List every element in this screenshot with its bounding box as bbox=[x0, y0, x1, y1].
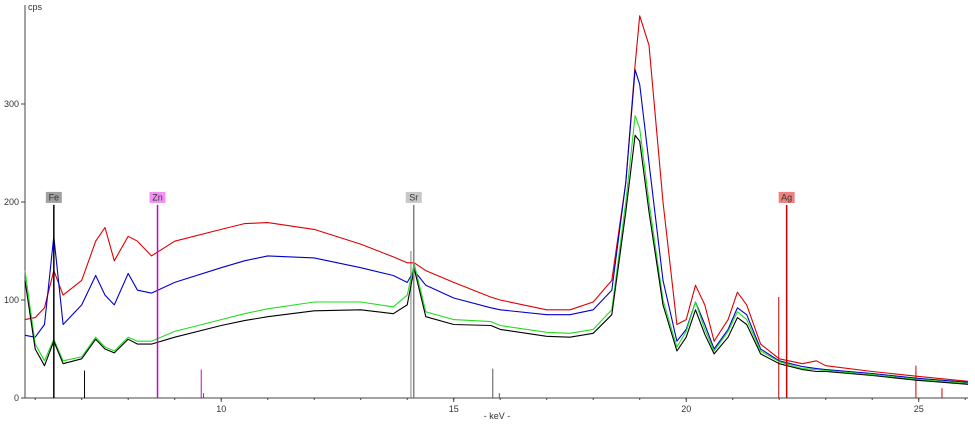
x-tick-label: 10 bbox=[216, 404, 226, 414]
x-axis-label: - keV - bbox=[484, 411, 511, 421]
y-tick-label: 200 bbox=[4, 197, 19, 207]
spectrum-line bbox=[24, 15, 969, 382]
x-tick-label: 15 bbox=[449, 404, 459, 414]
element-tag bbox=[149, 191, 166, 203]
y-axis-label: cps bbox=[28, 2, 43, 12]
element-label: Sr bbox=[409, 192, 418, 202]
element-tag bbox=[405, 191, 422, 203]
spectrum-line bbox=[24, 69, 969, 383]
element-label: Ag bbox=[781, 192, 792, 202]
y-tick-label: 300 bbox=[4, 99, 19, 109]
y-tick-label: 0 bbox=[14, 393, 19, 403]
spectrum-line bbox=[24, 134, 969, 385]
element-tag bbox=[778, 191, 795, 203]
spectrum-line bbox=[24, 115, 969, 384]
y-tick-label: 100 bbox=[4, 295, 19, 305]
element-label: Fe bbox=[49, 192, 60, 202]
x-tick-label: 20 bbox=[681, 404, 691, 414]
element-label: Zn bbox=[152, 192, 163, 202]
element-tag bbox=[45, 191, 62, 203]
x-tick-label: 25 bbox=[914, 404, 924, 414]
